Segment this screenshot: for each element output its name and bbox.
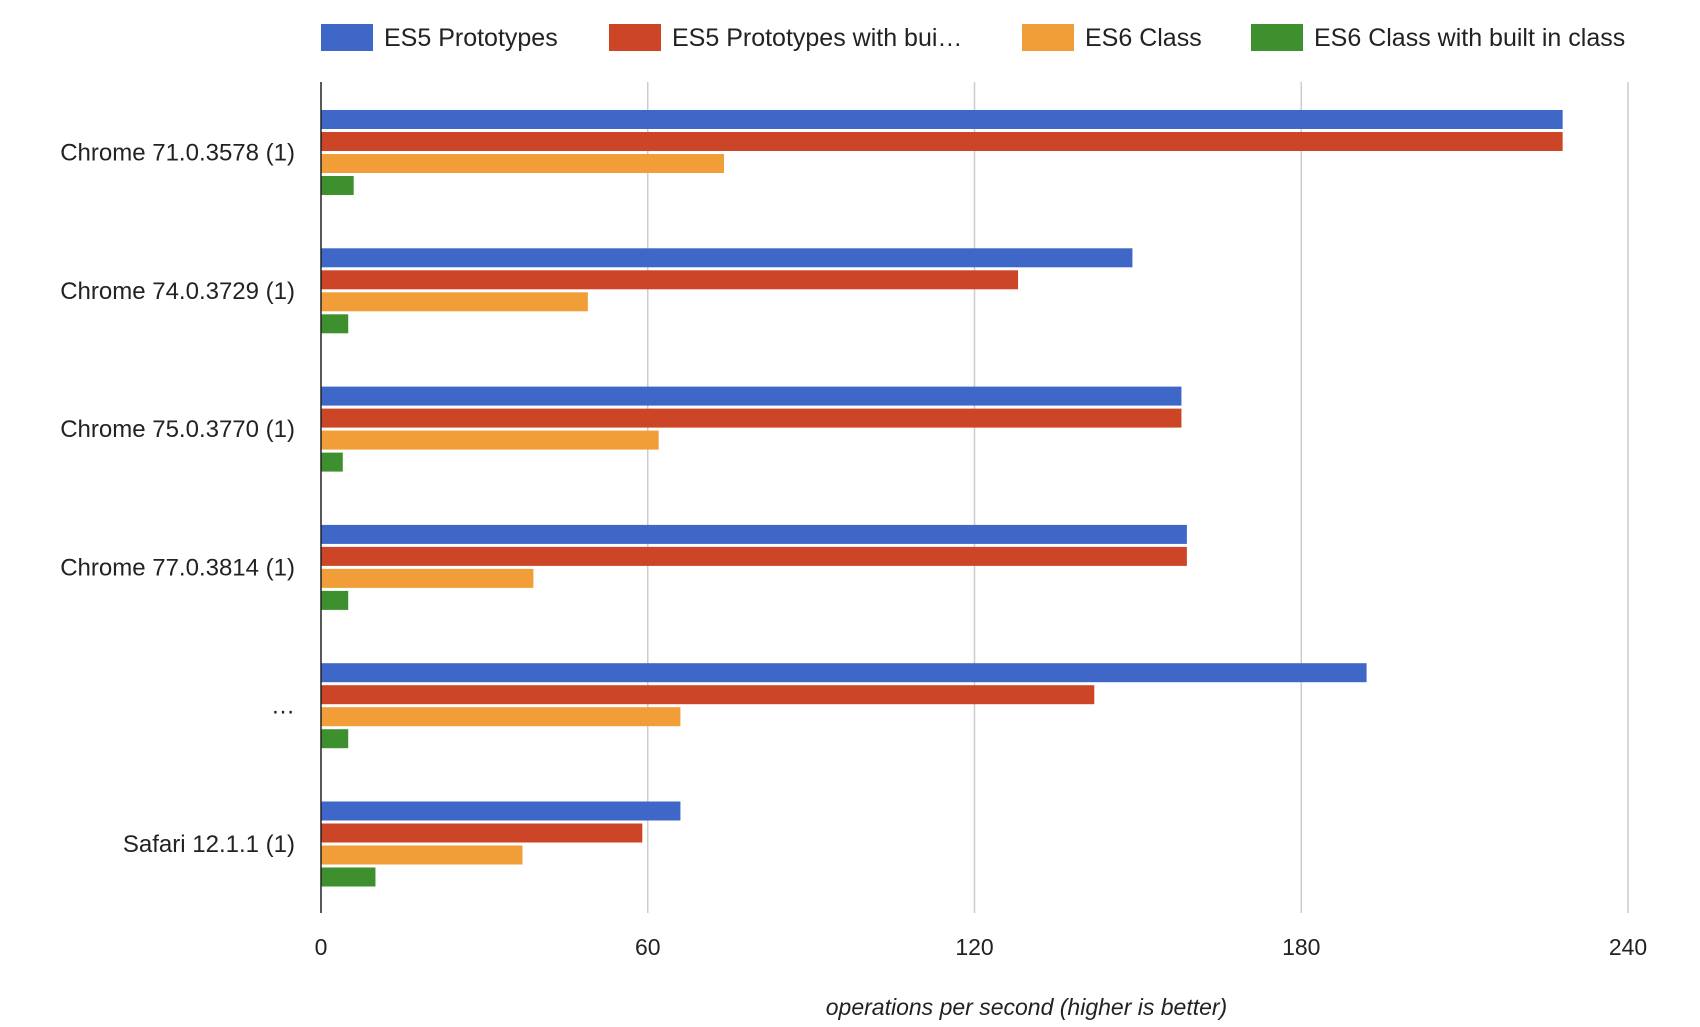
legend-label: ES6 Class — [1085, 24, 1202, 52]
gridlines — [647, 82, 1629, 913]
legend-swatch — [1022, 24, 1074, 51]
legend: ES5 Prototypes ES5 Prototypes with bui… ES… — [321, 24, 1625, 52]
x-tick-label: 120 — [955, 934, 993, 960]
category-label: Chrome 77.0.3814 (1) — [60, 554, 295, 581]
x-axis-title: operations per second (higher is better) — [826, 994, 1227, 1020]
bar-1-5 — [321, 663, 1367, 683]
x-tick-label: 180 — [1282, 934, 1320, 960]
bar-4-3 — [321, 452, 343, 472]
category-label: Chrome 74.0.3729 (1) — [60, 278, 295, 305]
bar-2-4 — [321, 546, 1187, 566]
bar-3-1 — [321, 154, 724, 173]
bar-4-1 — [321, 176, 354, 195]
bar-3-3 — [321, 430, 659, 450]
x-tick-label: 60 — [635, 934, 661, 960]
legend-swatch — [321, 24, 373, 51]
x-tick-labels: 0 60 120 180 240 — [315, 934, 1648, 960]
bar-4-6 — [321, 867, 376, 887]
bar-1-2 — [321, 248, 1133, 268]
bar-4-5 — [321, 729, 349, 749]
category-label: Chrome 71.0.3578 (1) — [60, 140, 295, 167]
category-label: Chrome 75.0.3770 (1) — [60, 416, 295, 443]
bar-2-2 — [321, 270, 1019, 290]
x-tick-label: 0 — [315, 934, 328, 960]
bar-2-6 — [321, 823, 643, 843]
bar-1-4 — [321, 524, 1187, 544]
bar-1-1 — [321, 110, 1563, 129]
bar-3-6 — [321, 845, 523, 865]
bar-2-1 — [321, 132, 1563, 151]
bar-4-4 — [321, 590, 349, 610]
bar-3-5 — [321, 707, 681, 727]
category-label: … — [271, 693, 295, 720]
legend-label: ES5 Prototypes — [384, 24, 558, 52]
bars — [321, 110, 1563, 887]
bar-4-2 — [321, 314, 349, 334]
bar-2-3 — [321, 408, 1182, 428]
x-tick-label: 240 — [1609, 934, 1647, 960]
legend-swatch — [1251, 24, 1303, 51]
legend-swatch — [609, 24, 661, 51]
legend-label: ES5 Prototypes with bui… — [672, 24, 962, 52]
bar-3-4 — [321, 568, 534, 588]
category-label: Safari 12.1.1 (1) — [123, 831, 295, 858]
bar-2-5 — [321, 685, 1095, 705]
bar-3-2 — [321, 292, 588, 312]
category-labels: Chrome 71.0.3578 (1) Chrome 74.0.3729 (1)… — [60, 140, 295, 859]
bar-1-6 — [321, 801, 681, 821]
bar-1-3 — [321, 386, 1182, 406]
legend-label: ES6 Class with built in class — [1314, 24, 1625, 52]
